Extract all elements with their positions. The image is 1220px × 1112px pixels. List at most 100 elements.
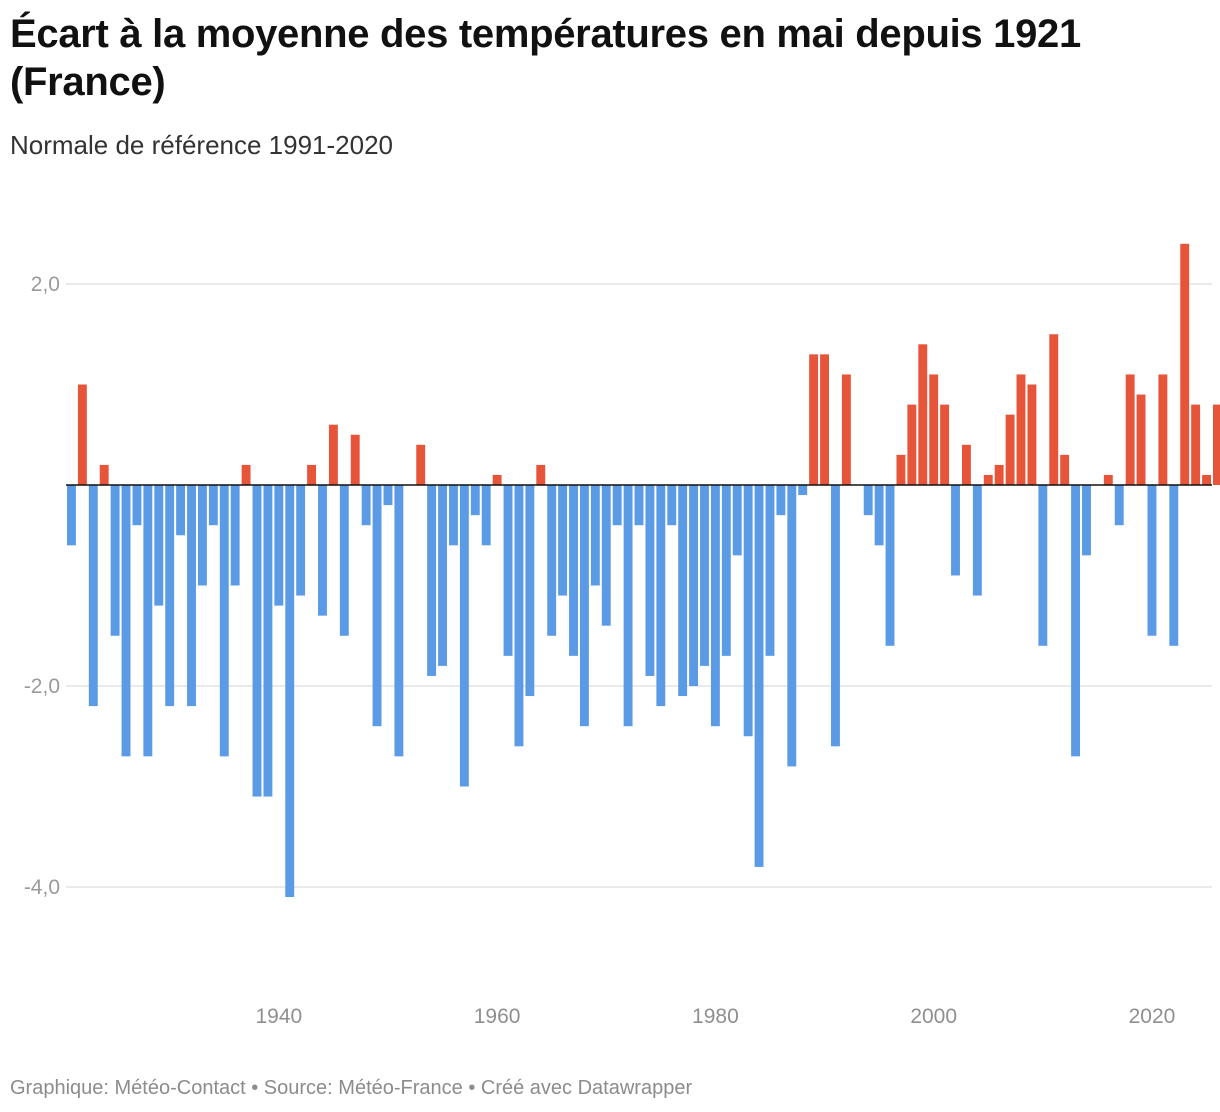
x-tick-label: 1980: [692, 1005, 739, 1028]
bar-1995: [874, 485, 884, 546]
bar-1990: [820, 354, 829, 485]
bar-1931: [176, 485, 186, 536]
y-tick-label: -4,0: [24, 876, 60, 899]
bar-2021: [1158, 374, 1168, 485]
bar-1981: [721, 485, 731, 656]
bar-1943: [307, 464, 317, 485]
bar-1970: [601, 485, 611, 626]
bar-1926: [121, 485, 131, 757]
bar-1937: [241, 464, 251, 485]
bar-2010: [1038, 485, 1048, 646]
y-tick-label: 2,0: [31, 273, 60, 296]
bar-1998: [907, 404, 917, 485]
bar-2012: [1060, 454, 1070, 485]
bar-1938: [252, 485, 262, 797]
bar-1966: [558, 485, 568, 596]
bar-1954: [427, 485, 437, 676]
bar-1944: [318, 485, 327, 616]
x-tick-label: 2000: [910, 1005, 957, 1028]
bar-1994: [863, 485, 873, 516]
bar-1960: [492, 474, 502, 485]
bar-1940: [274, 485, 284, 606]
bar-2018: [1125, 374, 1135, 485]
bar-1946: [339, 485, 349, 636]
bar-2002: [951, 485, 960, 576]
bar-1978: [689, 485, 699, 686]
bar-1950: [383, 485, 393, 506]
bar-undefined: [1213, 404, 1220, 485]
bar-1929: [154, 485, 164, 606]
bar-2025: [1202, 474, 1211, 485]
bar-1987: [787, 485, 797, 767]
bar-2024: [1191, 404, 1201, 485]
bar-1985: [765, 485, 775, 656]
bar-1935: [219, 485, 229, 757]
bar-1991: [831, 485, 840, 747]
bar-2022: [1169, 485, 1179, 646]
bar-2011: [1049, 334, 1059, 485]
bar-1953: [416, 444, 426, 485]
bar-1955: [438, 485, 447, 666]
bar-1996: [885, 485, 895, 646]
bar-1984: [754, 485, 764, 867]
bar-1974: [645, 485, 655, 676]
x-tick-label: 1960: [474, 1005, 521, 1028]
bar-1956: [449, 485, 458, 546]
bar-1957: [459, 485, 469, 787]
chart-title: Écart à la moyenne des températures en m…: [10, 12, 1081, 104]
y-tick-label: -2,0: [24, 675, 60, 698]
chart-footer: Graphique: Météo-Contact • Source: Météo…: [10, 1077, 693, 1099]
bar-1999: [918, 344, 928, 485]
bar-1977: [678, 485, 688, 697]
bar-2003: [961, 444, 971, 485]
bar-1972: [623, 485, 633, 727]
bar-1945: [328, 424, 338, 485]
bar-1962: [514, 485, 524, 747]
bar-2005: [983, 474, 993, 485]
bar-1948: [361, 485, 371, 526]
bar-2019: [1136, 394, 1146, 485]
bar-1924: [99, 464, 109, 485]
bar-2001: [940, 404, 950, 485]
chart-subtitle: Normale de référence 1991-2020: [10, 130, 394, 160]
bar-2009: [1027, 384, 1037, 485]
bar-2004: [972, 485, 982, 596]
bar-2000: [929, 374, 939, 485]
bar-1971: [612, 485, 622, 526]
bar-1989: [809, 354, 819, 485]
bar-1925: [110, 485, 120, 636]
bar-2013: [1071, 485, 1081, 757]
bar-1942: [296, 485, 306, 596]
bar-1921: [67, 485, 76, 546]
bar-2017: [1114, 485, 1124, 526]
bar-2006: [994, 464, 1004, 485]
bar-2014: [1082, 485, 1091, 556]
bar-1939: [263, 485, 273, 797]
bar-2020: [1147, 485, 1157, 636]
bar-1967: [569, 485, 578, 656]
bar-1973: [634, 485, 644, 526]
bar-1986: [776, 485, 786, 516]
bar-1933: [197, 485, 207, 586]
bar-1964: [536, 464, 546, 485]
bar-2016: [1103, 474, 1113, 485]
bar-1922: [77, 384, 87, 485]
bar-1951: [394, 485, 404, 757]
bar-1958: [470, 485, 480, 516]
bar-1979: [700, 485, 709, 666]
bar-1941: [285, 485, 295, 898]
bar-2007: [1005, 414, 1015, 485]
bar-1976: [667, 485, 677, 526]
x-tick-label: 1940: [255, 1005, 302, 1028]
bar-1982: [732, 485, 742, 556]
bar-1997: [896, 454, 906, 485]
bar-1947: [350, 434, 360, 485]
bar-1961: [503, 485, 513, 656]
x-tick-label: 2020: [1129, 1005, 1176, 1028]
bar-1968: [579, 485, 589, 727]
bar-1980: [710, 485, 720, 727]
bar-2023: [1180, 243, 1190, 485]
bar-1965: [547, 485, 557, 636]
bar-1923: [88, 485, 98, 707]
bar-1930: [165, 485, 175, 707]
